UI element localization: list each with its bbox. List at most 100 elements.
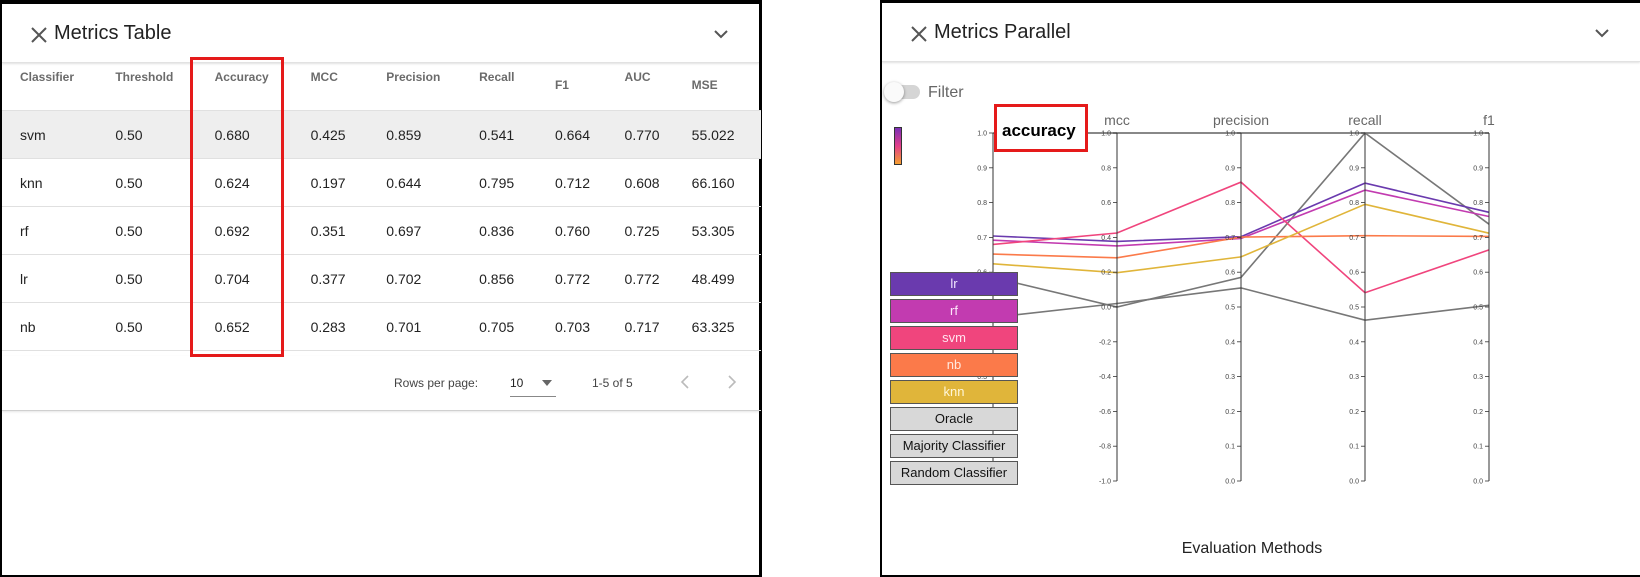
- table-row[interactable]: svm 0.50 0.680 0.425 0.859 0.541 0.664 0.770 55.…: [2, 110, 761, 159]
- tick-label: 0.6: [1349, 270, 1359, 277]
- legend-item-oracle[interactable]: Oracle: [890, 407, 1018, 431]
- table-cell-mcc: 0.197: [292, 158, 369, 207]
- table-cell-mse: 66.160: [673, 158, 761, 207]
- column-header-label: MCC: [310, 70, 338, 84]
- table-cell-mcc: 0.425: [292, 110, 369, 159]
- chevron-down-icon[interactable]: [1594, 27, 1610, 39]
- legend-item-lr[interactable]: lr: [890, 272, 1018, 296]
- next-page-icon[interactable]: [722, 372, 742, 392]
- table-row[interactable]: rf 0.50 0.692 0.351 0.697 0.836 0.760 0.725 53.3…: [2, 206, 761, 255]
- tick-label: 0.0: [1473, 479, 1483, 486]
- axis-title-mcc[interactable]: mcc: [1104, 112, 1130, 128]
- tick-label: 0.0: [1349, 479, 1359, 486]
- accuracy-axis-label: accuracy: [1002, 121, 1076, 140]
- legend-item-rf[interactable]: rf: [890, 299, 1018, 323]
- metrics-table: Classifier Threshold Accuracy MCC Precision R…: [2, 64, 761, 351]
- tick-label: 0.1: [1349, 444, 1359, 451]
- table-pagination: Rows per page: 10 1-5 of 5: [2, 356, 761, 411]
- panel-title: Metrics Table: [54, 22, 172, 44]
- legend-item-knn[interactable]: knn: [890, 380, 1018, 404]
- tick-label: 0.7: [1225, 235, 1235, 242]
- tick-label: 0.3: [1225, 374, 1235, 381]
- column-header-accuracy[interactable]: Accuracy: [196, 64, 293, 111]
- tick-label: -0.2: [1099, 339, 1111, 346]
- tick-label: 0.9: [1349, 165, 1359, 172]
- table-cell-recall: 0.705: [461, 302, 537, 351]
- table-row[interactable]: knn 0.50 0.624 0.197 0.644 0.795 0.712 0.608 66.…: [2, 158, 761, 207]
- table-cell-auc: 0.772: [606, 254, 674, 303]
- column-header-label: AUC: [624, 70, 651, 84]
- table-cell-f1: 0.760: [536, 206, 607, 255]
- column-header-label: Threshold: [115, 70, 174, 84]
- table-cell-recall: 0.795: [461, 158, 537, 207]
- legend-item-nb[interactable]: nb: [890, 353, 1018, 377]
- table-cell-threshold: 0.50: [97, 206, 197, 255]
- tick-label: 0.7: [977, 235, 987, 242]
- tick-label: 0.4: [1349, 339, 1359, 346]
- column-header-auc[interactable]: AUC: [606, 64, 674, 111]
- table-cell-auc: 0.770: [606, 110, 674, 159]
- table-row[interactable]: lr 0.50 0.704 0.377 0.702 0.856 0.772 0.772 48.4…: [2, 254, 761, 303]
- table-cell-recall: 0.836: [461, 206, 537, 255]
- tick-label: 0.2: [1473, 409, 1483, 416]
- column-header-classifier[interactable]: Classifier: [2, 64, 98, 111]
- chevron-down-icon[interactable]: [713, 28, 729, 40]
- axis-title-precision[interactable]: precision: [1213, 112, 1269, 128]
- tick-label: 0.8: [1225, 200, 1235, 207]
- tick-label: 0.0: [1225, 479, 1235, 486]
- column-header-mse[interactable]: MSE: [673, 64, 761, 111]
- table-cell-auc: 0.608: [606, 158, 674, 207]
- table-cell-threshold: 0.50: [97, 158, 197, 207]
- column-header-label: Classifier: [20, 70, 75, 84]
- table-cell-mse: 55.022: [673, 110, 761, 159]
- legend-item-svm[interactable]: svm: [890, 326, 1018, 350]
- tick-label: 0.1: [1473, 444, 1483, 451]
- column-header-precision[interactable]: Precision: [368, 64, 462, 111]
- table-row[interactable]: nb 0.50 0.652 0.283 0.701 0.705 0.703 0.717 63.3…: [2, 302, 761, 351]
- tick-label: 0.2: [1349, 409, 1359, 416]
- tick-label: 0.4: [1101, 235, 1111, 242]
- table-cell-mse: 48.499: [673, 254, 761, 303]
- table-cell-mcc: 0.283: [292, 302, 369, 351]
- table-cell-recall: 0.541: [461, 110, 537, 159]
- table-cell-precision: 0.702: [368, 254, 462, 303]
- close-icon[interactable]: [28, 24, 50, 46]
- table-cell-mse: 53.305: [673, 206, 761, 255]
- table-cell-accuracy: 0.652: [196, 302, 293, 351]
- table-cell-classifier: nb: [2, 302, 98, 351]
- tick-label: 0.7: [1473, 235, 1483, 242]
- axis-title-f1[interactable]: f1: [1483, 112, 1495, 128]
- tick-label: 0.3: [1349, 374, 1359, 381]
- rows-per-page-select[interactable]: 10: [510, 370, 556, 397]
- tick-label: 0.9: [977, 165, 987, 172]
- column-header-threshold[interactable]: Threshold: [97, 64, 197, 111]
- column-header-f1[interactable]: F1: [536, 64, 607, 111]
- legend-item-majority-classifier[interactable]: Majority Classifier: [890, 434, 1018, 458]
- tick-label: 0.2: [1225, 409, 1235, 416]
- column-header-recall[interactable]: Recall: [461, 64, 537, 111]
- table-cell-threshold: 0.50: [97, 302, 197, 351]
- legend-item-random-classifier[interactable]: Random Classifier: [890, 461, 1018, 485]
- column-header-label: Precision: [386, 70, 441, 84]
- dropdown-arrow-icon: [542, 380, 552, 386]
- table-cell-precision: 0.859: [368, 110, 462, 159]
- toggle-knob: [884, 82, 904, 102]
- column-header-label: Recall: [479, 70, 515, 84]
- tick-label: 1.0: [977, 131, 987, 138]
- previous-page-icon[interactable]: [675, 372, 695, 392]
- tick-label: 0.6: [1225, 270, 1235, 277]
- column-header-mcc[interactable]: MCC: [292, 64, 369, 111]
- tick-label: 0.5: [1225, 305, 1235, 312]
- rows-per-page-value: 10: [510, 376, 524, 390]
- table-cell-accuracy: 0.680: [196, 110, 293, 159]
- tick-label: 0.5: [1349, 305, 1359, 312]
- x-axis-title: Evaluation Methods: [1182, 540, 1323, 557]
- axis-title-recall[interactable]: recall: [1348, 112, 1381, 128]
- table-cell-precision: 0.644: [368, 158, 462, 207]
- panel-title: Metrics Parallel: [934, 21, 1071, 43]
- metrics-table-panel: Metrics Table Classifier Threshold Accurac…: [0, 0, 762, 577]
- table-cell-mse: 63.325: [673, 302, 761, 351]
- filter-toggle[interactable]: [884, 82, 920, 102]
- table-header-row: Classifier Threshold Accuracy MCC Precision R…: [2, 64, 761, 111]
- close-icon[interactable]: [908, 23, 930, 45]
